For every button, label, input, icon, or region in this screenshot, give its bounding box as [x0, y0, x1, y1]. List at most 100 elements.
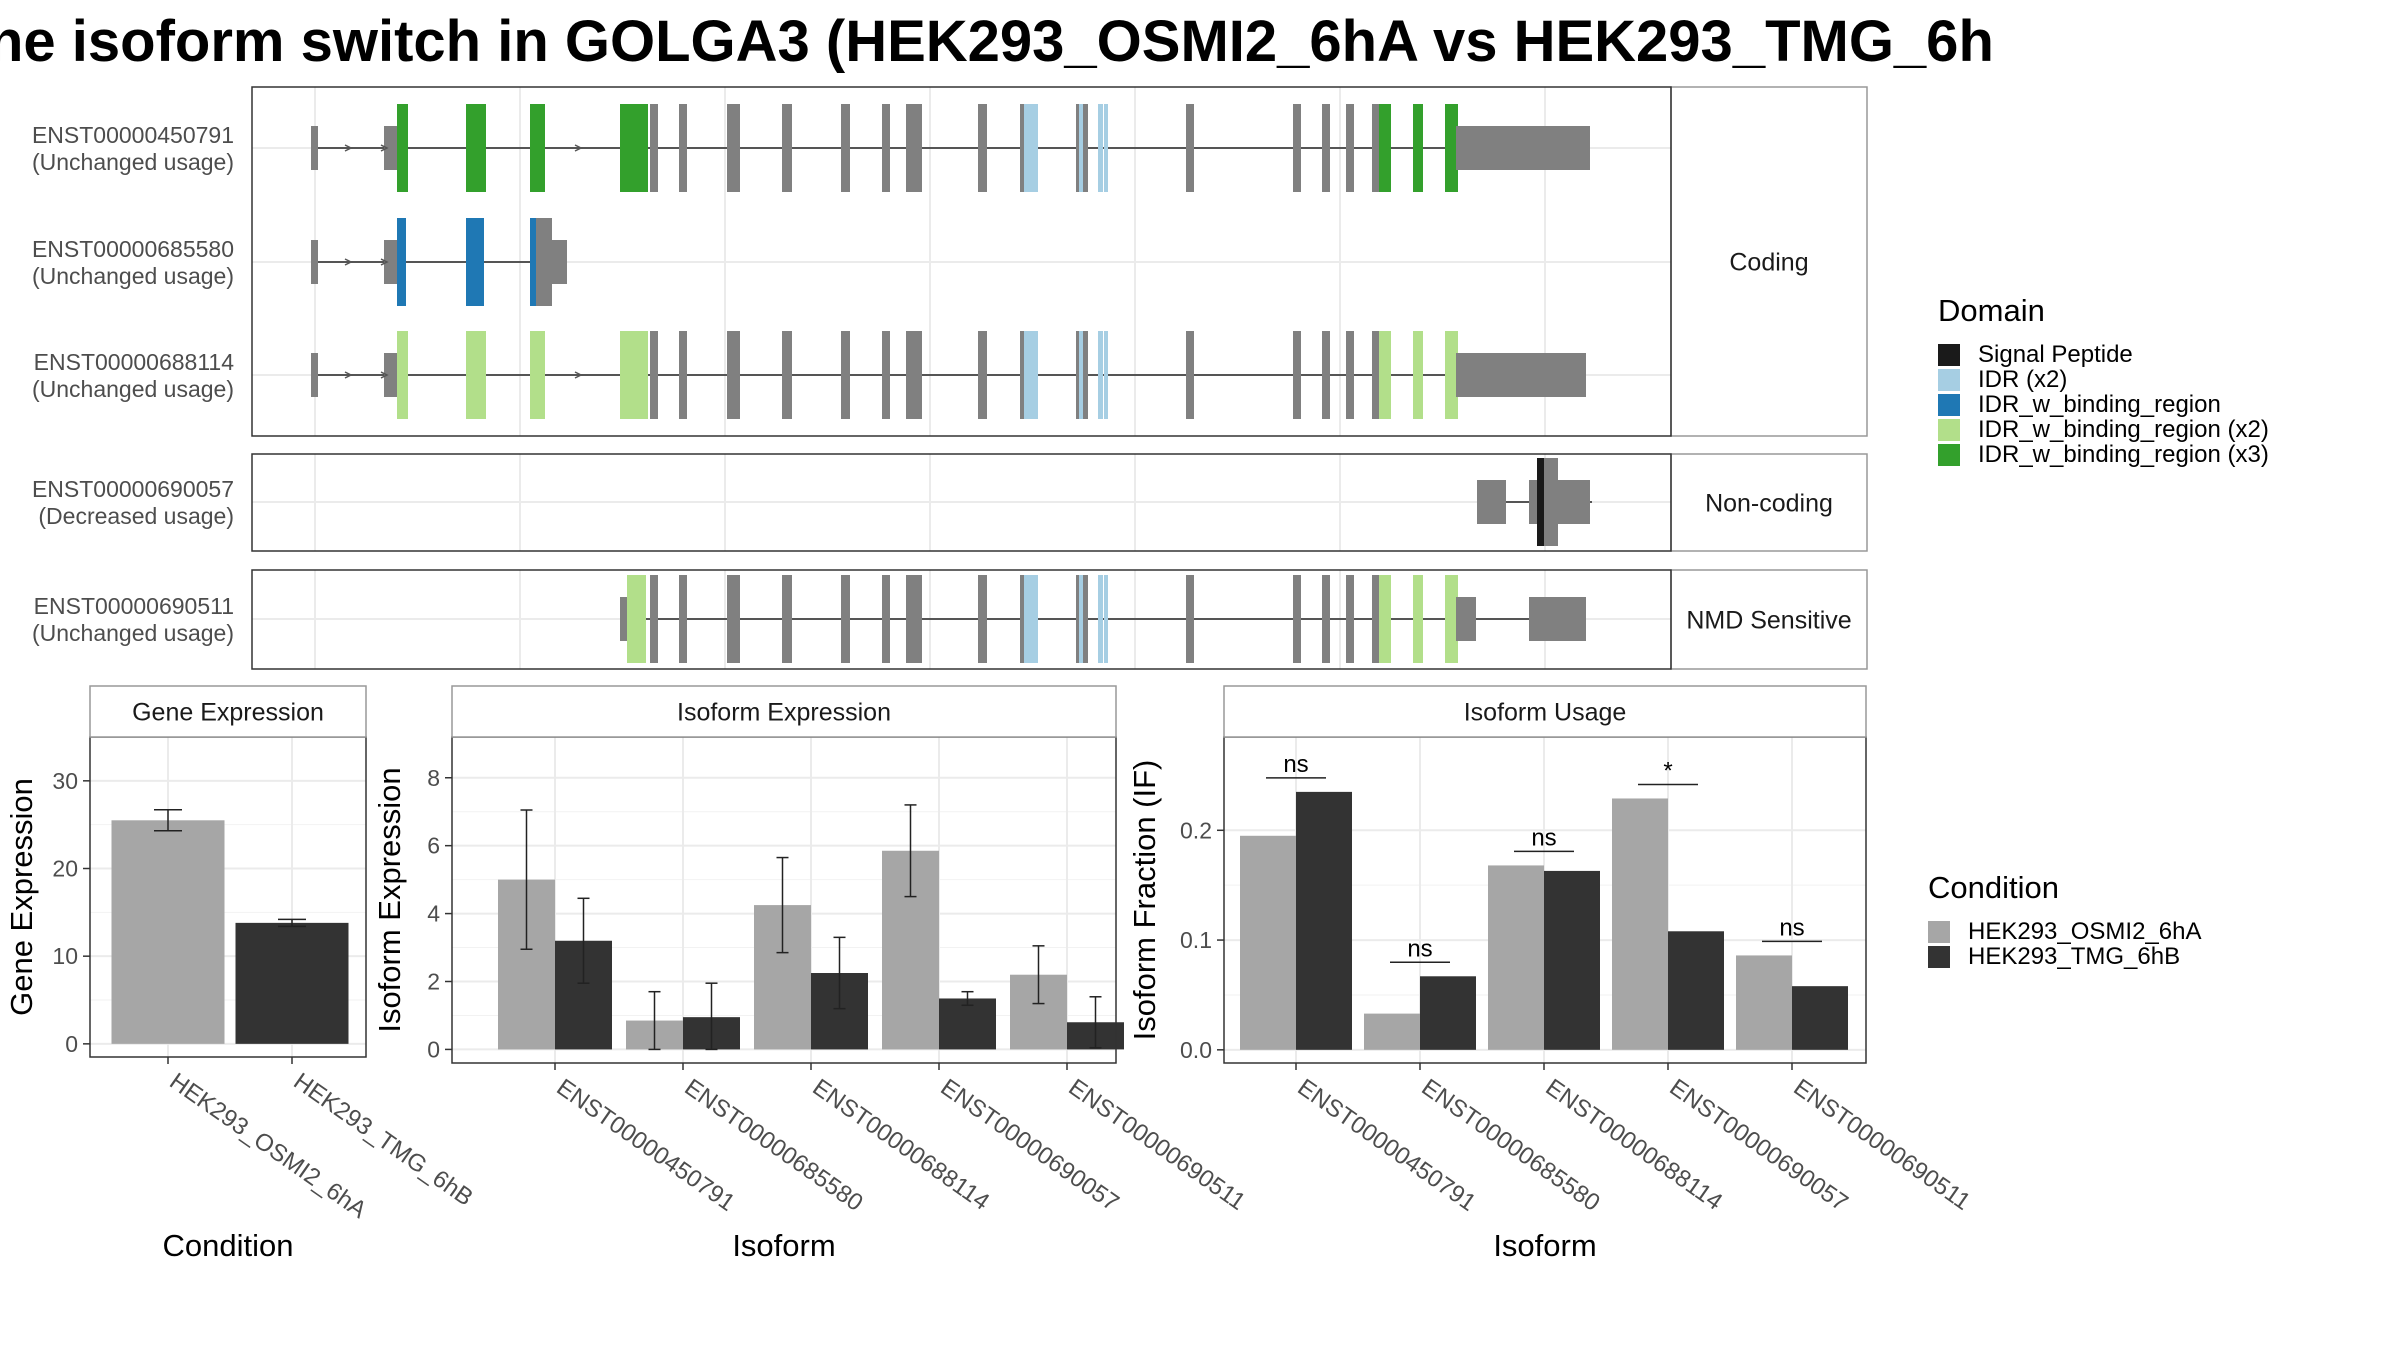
bar	[1736, 955, 1792, 1050]
facet-strip-label: Non-coding	[1705, 490, 1833, 518]
domain-segment	[1024, 575, 1038, 663]
utr-exon	[1456, 597, 1476, 641]
figure-title: ne isoform switch in GOLGA3 (HEK293_OSMI…	[0, 9, 1994, 74]
domain-exon	[1413, 331, 1423, 419]
transcript-usage-label: (Unchanged usage)	[32, 376, 234, 402]
expression-charts: Gene Expression0102030HEK293_OSMI2_6hAHE…	[4, 685, 1975, 1263]
bar	[1296, 791, 1352, 1050]
exon	[1186, 104, 1194, 192]
transcript-id-label: ENST00000685580	[32, 236, 234, 262]
strand-arrow	[380, 258, 389, 266]
transcript-structure-enst00000450791	[311, 104, 1590, 192]
strand-arrow	[380, 371, 389, 379]
y-tick-label: 0.0	[1180, 1037, 1212, 1063]
utr-exon	[1456, 353, 1586, 397]
significance-label: *	[1663, 757, 1672, 784]
domain-exon	[530, 331, 545, 419]
legend-swatch	[1938, 394, 1960, 416]
y-tick-label: 0.1	[1180, 927, 1212, 953]
significance-annotation: ns	[1514, 824, 1574, 853]
domain-exon	[466, 218, 484, 306]
strand-arrow	[574, 371, 583, 379]
exon	[1372, 575, 1380, 663]
transcript-usage-label: (Unchanged usage)	[32, 620, 234, 646]
legend-swatch	[1938, 419, 1960, 441]
legend-swatch	[1938, 444, 1960, 466]
legend-item-condition-a: HEK293_OSMI2_6hA	[1928, 920, 2201, 944]
bar	[235, 922, 349, 1044]
domain-exon	[397, 104, 408, 192]
y-axis-label: Gene Expression	[4, 778, 39, 1016]
domain-exon	[530, 218, 536, 306]
significance-label: ns	[1407, 935, 1432, 962]
domain-exon	[620, 104, 648, 192]
facet-strip-label: Coding	[1729, 249, 1808, 277]
utr-exon	[311, 353, 318, 397]
domain-exon	[1445, 104, 1458, 192]
facet-strip	[451, 685, 1117, 738]
exon	[882, 104, 890, 192]
error-bar	[278, 918, 306, 928]
exon	[1544, 458, 1558, 546]
exon	[1346, 575, 1354, 663]
legend-label: IDR (x2)	[1978, 366, 2068, 393]
domain-exon	[1445, 575, 1458, 663]
facet-strip	[1223, 685, 1867, 738]
legend-item-idr-w-binding-region-x2: IDR_w_binding_region (x2)	[1938, 418, 2269, 442]
exon	[1293, 104, 1301, 192]
exon	[1372, 104, 1380, 192]
exon	[679, 575, 687, 663]
error-bar	[648, 990, 661, 1051]
exon	[906, 331, 922, 419]
exon	[782, 104, 792, 192]
exon	[882, 331, 890, 419]
legend-item-condition-b: HEK293_TMG_6hB	[1928, 945, 2180, 969]
transcript-structure-enst00000690057	[1477, 458, 1592, 546]
domain-segment	[1024, 331, 1038, 419]
error-bar	[154, 809, 182, 832]
legend-label: IDR_w_binding_region (x3)	[1978, 441, 2269, 468]
bar	[1364, 1013, 1420, 1050]
legend-item-idr-x2: IDR (x2)	[1938, 368, 2067, 392]
exon	[650, 575, 658, 663]
exon	[906, 104, 922, 192]
bar	[939, 998, 996, 1050]
facet-strip	[1670, 86, 1868, 437]
exon	[978, 575, 987, 663]
condition-legend-title: Condition	[1928, 870, 2059, 905]
error-bar	[577, 897, 590, 984]
exon	[882, 575, 890, 663]
legend-label: IDR_w_binding_region (x2)	[1978, 416, 2269, 443]
legend-label: HEK293_OSMI2_6hA	[1968, 918, 2202, 945]
utr-exon	[311, 126, 318, 170]
y-tick-label: 6	[427, 833, 440, 859]
exon	[1186, 331, 1194, 419]
significance-annotation: ns	[1390, 935, 1450, 964]
exon	[1322, 104, 1330, 192]
utr-exon	[311, 240, 318, 284]
utr-exon	[620, 597, 628, 641]
domain-exon	[466, 331, 486, 419]
y-tick-label: 0.2	[1180, 817, 1212, 843]
exon	[1346, 331, 1354, 419]
transcript-structure-enst00000690511	[620, 575, 1586, 663]
bar	[1488, 865, 1544, 1050]
exon	[1322, 331, 1330, 419]
domain-segment	[1098, 331, 1103, 419]
exon	[536, 218, 552, 306]
exon	[1372, 331, 1380, 419]
transcript-id-label: ENST00000690511	[34, 593, 234, 619]
y-tick-label: 4	[427, 901, 440, 927]
domain-segment	[1079, 331, 1083, 419]
facet-strip	[1670, 453, 1868, 552]
exon	[841, 575, 850, 663]
transcript-usage-label: (Unchanged usage)	[32, 149, 234, 175]
error-bar	[961, 990, 974, 1007]
chart-title: Isoform Usage	[1464, 699, 1627, 727]
chart-title: Isoform Expression	[677, 699, 891, 727]
utr-exon	[1529, 480, 1537, 524]
domain-legend-title: Domain	[1938, 293, 2045, 328]
domain-exon	[627, 575, 646, 663]
domain-exon	[1379, 104, 1391, 192]
domain-exon	[1413, 104, 1423, 192]
